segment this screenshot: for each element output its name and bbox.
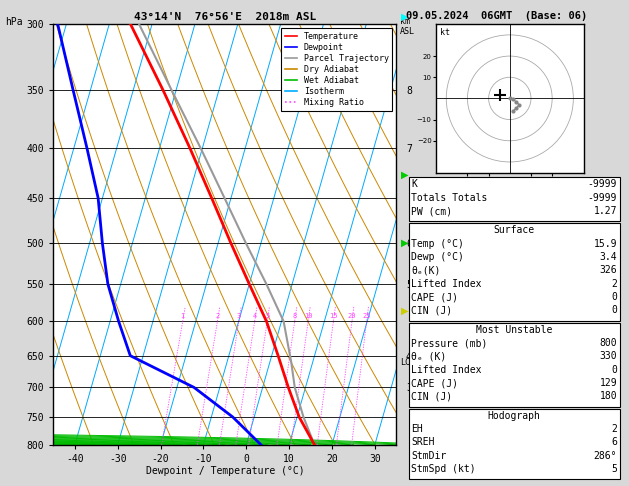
Text: SREH: SREH [411, 437, 435, 448]
Text: 0: 0 [611, 292, 617, 302]
Text: 2: 2 [215, 313, 220, 319]
Text: CIN (J): CIN (J) [411, 392, 452, 401]
Text: K: K [411, 179, 417, 190]
Text: 15: 15 [329, 313, 338, 319]
Text: EH: EH [411, 424, 423, 434]
Text: Pressure (mb): Pressure (mb) [411, 338, 487, 348]
Text: StmDir: StmDir [411, 451, 447, 461]
Text: ▶: ▶ [401, 170, 409, 180]
Text: Most Unstable: Most Unstable [476, 325, 552, 335]
Text: -9999: -9999 [587, 179, 617, 190]
Text: PW (cm): PW (cm) [411, 206, 452, 216]
Text: θₑ(K): θₑ(K) [411, 265, 441, 276]
Text: kt: kt [440, 28, 450, 37]
Text: 2: 2 [611, 279, 617, 289]
Text: 1.27: 1.27 [594, 206, 617, 216]
Text: Surface: Surface [494, 226, 535, 235]
Text: ▶: ▶ [401, 12, 409, 22]
Text: 2: 2 [611, 424, 617, 434]
Text: 20: 20 [348, 313, 356, 319]
Text: 326: 326 [599, 265, 617, 276]
Text: Mixing Ratio (g/kg): Mixing Ratio (g/kg) [437, 187, 445, 282]
Text: hPa: hPa [5, 17, 23, 27]
Text: 0: 0 [611, 364, 617, 375]
Text: 0: 0 [611, 306, 617, 315]
Text: 4: 4 [252, 313, 257, 319]
Text: CAPE (J): CAPE (J) [411, 378, 459, 388]
Text: 8: 8 [292, 313, 297, 319]
Text: CAPE (J): CAPE (J) [411, 292, 459, 302]
Text: ▶: ▶ [401, 238, 409, 248]
Text: 180: 180 [599, 392, 617, 401]
Text: Dewp (°C): Dewp (°C) [411, 252, 464, 262]
Text: 6: 6 [611, 437, 617, 448]
Text: Totals Totals: Totals Totals [411, 192, 487, 203]
Text: © weatheronline.co.uk: © weatheronline.co.uk [456, 471, 569, 480]
Text: 3.4: 3.4 [599, 252, 617, 262]
Text: Lifted Index: Lifted Index [411, 364, 482, 375]
Text: -9999: -9999 [587, 192, 617, 203]
Text: 25: 25 [362, 313, 371, 319]
Text: Temp (°C): Temp (°C) [411, 239, 464, 249]
Text: 129: 129 [599, 378, 617, 388]
Text: 15.9: 15.9 [594, 239, 617, 249]
Text: LCL: LCL [399, 358, 415, 367]
Text: 43°14'N  76°56'E  2018m ASL: 43°14'N 76°56'E 2018m ASL [134, 12, 316, 22]
Text: 800: 800 [599, 338, 617, 348]
Text: 3: 3 [237, 313, 241, 319]
X-axis label: Dewpoint / Temperature (°C): Dewpoint / Temperature (°C) [145, 467, 304, 476]
Text: Lifted Index: Lifted Index [411, 279, 482, 289]
Text: km
ASL: km ASL [400, 17, 415, 35]
Text: StmSpd (kt): StmSpd (kt) [411, 464, 476, 474]
Text: θₑ (K): θₑ (K) [411, 351, 447, 362]
Text: 10: 10 [304, 313, 313, 319]
Text: 330: 330 [599, 351, 617, 362]
Text: ▶: ▶ [401, 306, 409, 316]
Text: Hodograph: Hodograph [487, 411, 541, 421]
Legend: Temperature, Dewpoint, Parcel Trajectory, Dry Adiabat, Wet Adiabat, Isotherm, Mi: Temperature, Dewpoint, Parcel Trajectory… [281, 29, 392, 111]
Text: 09.05.2024  06GMT  (Base: 06): 09.05.2024 06GMT (Base: 06) [406, 11, 587, 21]
Text: 1: 1 [181, 313, 185, 319]
Text: 286°: 286° [594, 451, 617, 461]
Text: 5: 5 [265, 313, 269, 319]
Text: 5: 5 [611, 464, 617, 474]
Text: CIN (J): CIN (J) [411, 306, 452, 315]
